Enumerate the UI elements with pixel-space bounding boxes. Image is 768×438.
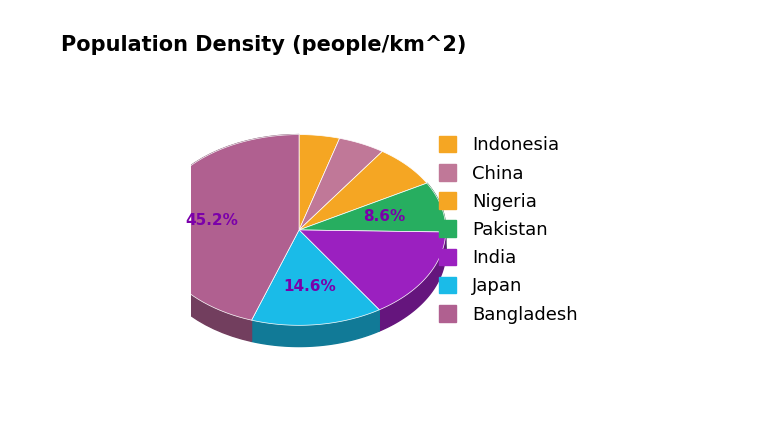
Polygon shape [299,134,339,230]
Text: 14.6%: 14.6% [283,279,336,294]
Polygon shape [252,310,379,346]
Polygon shape [152,134,299,341]
Polygon shape [427,183,445,253]
Legend: Indonesia, China, Nigeria, Pakistan, India, Japan, Bangladesh: Indonesia, China, Nigeria, Pakistan, Ind… [439,136,578,324]
Polygon shape [252,230,379,325]
Polygon shape [152,134,299,320]
Polygon shape [299,138,382,230]
Polygon shape [299,230,445,310]
Polygon shape [299,152,427,230]
Polygon shape [379,232,445,331]
Text: Population Density (people/km^2): Population Density (people/km^2) [61,35,467,55]
Polygon shape [299,183,445,232]
Text: 45.2%: 45.2% [186,213,239,228]
Text: 8.6%: 8.6% [363,208,406,223]
